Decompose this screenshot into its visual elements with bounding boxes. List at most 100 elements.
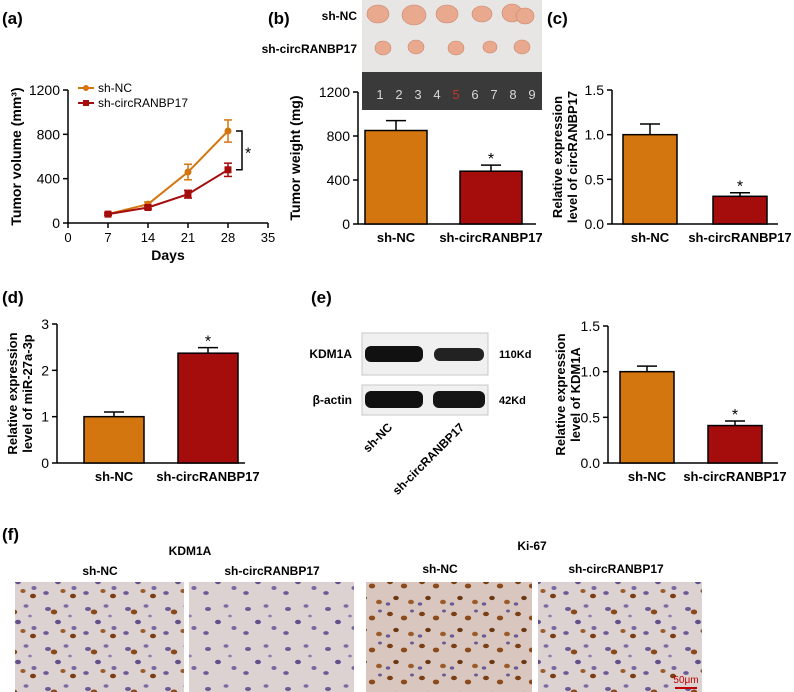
band-size-42kd: 42Kd <box>499 395 526 407</box>
ihc-label-kdm1a-sh-nc: sh-NC <box>82 564 118 578</box>
western-blot <box>361 332 489 416</box>
chart-b-tumor-weight: 0 400 800 1200 sh-NC * sh-circRANBP17 Tumor wei… <box>287 84 543 245</box>
panel-letter-a: (a) <box>2 9 23 28</box>
bar-sh-circranbp17 <box>177 352 239 464</box>
panel-letter-c: (c) <box>547 9 568 28</box>
y-tick-label: 0.5 <box>585 171 605 187</box>
ruler-number: 8 <box>509 87 516 102</box>
ihc-image-kdm1a-sh-circranbp17 <box>189 582 354 692</box>
chart-c-circranbp17: 0.0 0.5 1.0 1.5 sh-NC * sh-circRANBP17 Relative… <box>550 82 792 245</box>
y-tick-label: 1.5 <box>585 82 605 98</box>
x-tick-label: 0 <box>64 230 71 245</box>
y-axis-label: Relative expressionlevel of circRANBP17 <box>550 91 580 223</box>
significance-marker: * <box>488 151 494 168</box>
ruler-number: 6 <box>471 87 478 102</box>
significance-marker: * <box>205 334 211 351</box>
data-point <box>184 168 192 176</box>
x-tick-label: 7 <box>104 230 111 245</box>
y-tick-label: 1.5 <box>581 318 601 334</box>
category-label: sh-circRANBP17 <box>439 230 542 245</box>
chart-e-kdm1a: 0.0 0.5 1.0 1.5 sh-NC * sh-circRANBP17 Relative… <box>553 318 787 484</box>
x-axis-label: Days <box>151 247 185 263</box>
band-label-kdm1a: KDM1A <box>309 347 352 361</box>
y-tick-label: 0.0 <box>585 216 605 232</box>
x-tick-label: 14 <box>141 230 155 245</box>
significance-marker: * <box>737 179 743 196</box>
chart-a-tumor-volume: 0 400 800 1200 0 7 14 21 28 35 Days Tumor volume (m… <box>8 81 275 263</box>
y-tick-label: 2 <box>41 362 49 378</box>
panel-letter-e: (e) <box>311 288 332 307</box>
ihc-label-kdm1a-sh-circranbp17: sh-circRANBP17 <box>224 564 320 578</box>
x-tick-label: 35 <box>261 230 275 245</box>
category-label: sh-circRANBP17 <box>683 469 786 484</box>
lane-label-sh-nc: sh-NC <box>360 420 395 455</box>
band-kdm1a-sh-circranbp17 <box>434 348 484 361</box>
category-label: sh-NC <box>377 230 416 245</box>
legend-label: sh-NC <box>98 81 132 95</box>
legend-marker <box>83 85 89 91</box>
ruler-number: 3 <box>414 87 421 102</box>
ihc-group-label-kdm1a: KDM1A <box>169 544 212 558</box>
y-axis-label: Tumor volume (mm³) <box>8 87 24 225</box>
band-actin-sh-nc <box>365 391 423 408</box>
bar-sh-nc <box>619 370 675 464</box>
bar-sh-nc <box>622 133 678 225</box>
panel-letter-b: (b) <box>268 9 290 28</box>
y-axis-label: Relative expressionlevel of miR-27a-3p <box>5 332 35 454</box>
y-tick-label: 0 <box>52 215 60 231</box>
category-label: sh-circRANBP17 <box>156 469 259 484</box>
data-point <box>144 203 152 211</box>
ihc-image-ki67-sh-circranbp17 <box>538 582 702 692</box>
y-axis-label: Tumor weight (mg) <box>287 96 303 221</box>
ihc-image-ki67-sh-nc <box>366 582 532 692</box>
y-tick-label: 800 <box>37 126 61 142</box>
series-line-sh-circranbp17 <box>107 168 229 216</box>
bar-sh-circranbp17 <box>712 195 768 225</box>
x-tick-label: 21 <box>181 230 195 245</box>
y-tick-label: 1.0 <box>581 364 601 380</box>
y-tick-label: 0.0 <box>581 455 601 471</box>
band-actin-sh-circranbp17 <box>433 391 485 408</box>
y-tick-label: 400 <box>37 171 61 187</box>
y-tick-label: 400 <box>327 172 351 188</box>
lane-label-sh-circranbp17: sh-circRANBP17 <box>390 420 468 498</box>
data-point <box>224 127 232 135</box>
ihc-label-ki67-sh-circranbp17: sh-circRANBP17 <box>568 562 664 576</box>
bar-sh-circranbp17 <box>459 170 523 225</box>
y-tick-label: 1.0 <box>585 127 605 143</box>
chart-d-mir27a: 0 1 2 3 sh-NC * sh-circRANBP17 Relative express… <box>5 316 260 484</box>
ruler-number: 5 <box>452 87 459 102</box>
ruler <box>362 72 542 110</box>
ruler-number: 1 <box>376 87 383 102</box>
ruler-number: 2 <box>395 87 402 102</box>
significance-marker: * <box>245 145 251 162</box>
tumor-row-label-sh-nc: sh-NC <box>322 9 358 23</box>
y-tick-label: 1 <box>41 409 49 425</box>
ruler-number: 9 <box>528 87 535 102</box>
ihc-label-ki67-sh-nc: sh-NC <box>422 562 458 576</box>
band-label-beta-actin: β-actin <box>313 393 352 407</box>
data-point <box>104 210 112 218</box>
panel-letter-d: (d) <box>2 288 24 307</box>
category-label: sh-NC <box>95 469 134 484</box>
band-size-110kd: 110Kd <box>499 349 531 361</box>
panel-letter-f: (f) <box>2 525 19 544</box>
scale-bar-label: 50μm <box>673 675 698 686</box>
ruler-number: 4 <box>433 87 440 102</box>
x-tick-label: 28 <box>221 230 235 245</box>
bar-sh-nc <box>83 415 145 464</box>
ihc-image-kdm1a-sh-nc <box>15 582 184 692</box>
significance-bracket <box>236 130 243 171</box>
category-label: sh-circRANBP17 <box>688 230 791 245</box>
category-label: sh-NC <box>631 230 670 245</box>
y-tick-label: 1200 <box>29 82 60 98</box>
legend-marker <box>83 100 89 106</box>
data-point <box>184 190 192 198</box>
legend-label: sh-circRANBP17 <box>98 96 188 110</box>
y-tick-label: 0.5 <box>581 409 601 425</box>
tumor-photo <box>362 0 542 110</box>
y-tick-label: 1200 <box>319 84 350 100</box>
ruler-number: 7 <box>490 87 497 102</box>
significance-marker: * <box>732 407 738 424</box>
